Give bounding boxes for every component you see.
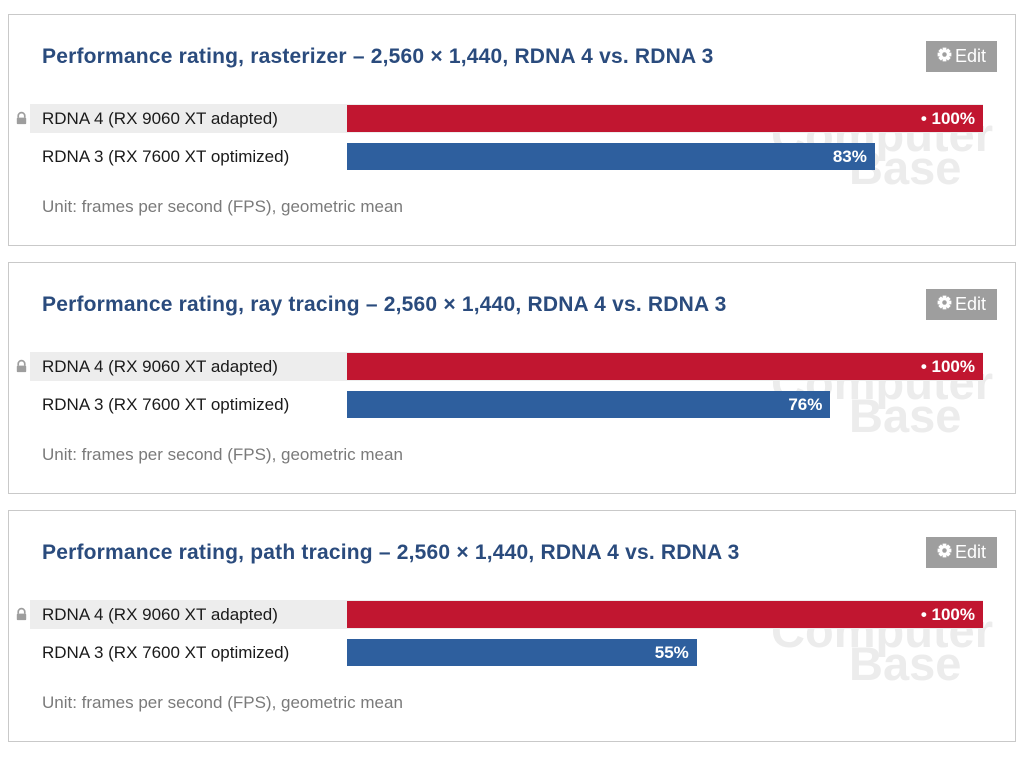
bar-area: 76% <box>347 390 983 419</box>
unit-note: Unit: frames per second (FPS), geometric… <box>42 197 403 216</box>
edit-button-label: Edit <box>954 294 986 314</box>
bar-rows: RDNA 4 (RX 9060 XT adapted) • 100% RDNA … <box>9 600 1015 667</box>
performance-bar: 83% <box>347 143 875 170</box>
row-body[interactable]: RDNA 3 (RX 7600 XT optimized) 76% <box>30 390 983 419</box>
bar-value-label: • 100% <box>920 356 975 376</box>
chart-panel-rasterizer: Performance rating, rasterizer – 2,560 ×… <box>8 14 1016 246</box>
bar-area: • 100% <box>347 600 983 629</box>
bar-rows: RDNA 4 (RX 9060 XT adapted) • 100% RDNA … <box>9 352 1015 419</box>
gear-icon <box>937 46 952 67</box>
performance-bar: • 100% <box>347 105 983 132</box>
performance-bar: 76% <box>347 391 831 418</box>
edit-button[interactable]: Edit <box>925 289 997 320</box>
bar-area: • 100% <box>347 104 983 133</box>
edit-button-label: Edit <box>954 542 986 562</box>
row-body[interactable]: RDNA 3 (RX 7600 XT optimized) 55% <box>30 638 983 667</box>
unit-note: Unit: frames per second (FPS), geometric… <box>42 693 403 712</box>
edit-button[interactable]: Edit <box>925 41 997 72</box>
bar-row: RDNA 3 (RX 7600 XT optimized) 55% <box>9 638 1015 667</box>
bar-area: 55% <box>347 638 983 667</box>
edit-button-label: Edit <box>954 46 986 66</box>
row-body[interactable]: RDNA 3 (RX 7600 XT optimized) 83% <box>30 142 983 171</box>
bar-row: RDNA 3 (RX 7600 XT optimized) 83% <box>9 142 1015 171</box>
bar-area: • 100% <box>347 352 983 381</box>
edit-button[interactable]: Edit <box>925 537 997 568</box>
lock-icon <box>9 111 30 126</box>
bar-area: 83% <box>347 142 983 171</box>
unit-note: Unit: frames per second (FPS), geometric… <box>42 445 403 464</box>
row-body[interactable]: RDNA 4 (RX 9060 XT adapted) • 100% <box>30 600 983 629</box>
panel-header: Performance rating, path tracing – 2,560… <box>42 537 997 568</box>
row-label[interactable]: RDNA 4 (RX 9060 XT adapted) <box>42 356 278 376</box>
chart-panel-ray-tracing: Performance rating, ray tracing – 2,560 … <box>8 262 1016 494</box>
bar-row: RDNA 4 (RX 9060 XT adapted) • 100% <box>9 352 1015 381</box>
bar-row: RDNA 4 (RX 9060 XT adapted) • 100% <box>9 600 1015 629</box>
row-label[interactable]: RDNA 3 (RX 7600 XT optimized) <box>42 146 290 166</box>
performance-bar: • 100% <box>347 353 983 380</box>
chart-title: Performance rating, rasterizer – 2,560 ×… <box>42 44 714 68</box>
lock-icon <box>9 359 30 374</box>
chart-title: Performance rating, ray tracing – 2,560 … <box>42 292 727 316</box>
bar-row: RDNA 4 (RX 9060 XT adapted) • 100% <box>9 104 1015 133</box>
bar-value-label: 55% <box>654 642 689 662</box>
row-body[interactable]: RDNA 4 (RX 9060 XT adapted) • 100% <box>30 104 983 133</box>
gear-icon <box>937 294 952 315</box>
panel-header: Performance rating, rasterizer – 2,560 ×… <box>42 41 997 72</box>
row-label[interactable]: RDNA 4 (RX 9060 XT adapted) <box>42 604 278 624</box>
bar-value-label: 76% <box>788 394 823 414</box>
bar-row: RDNA 3 (RX 7600 XT optimized) 76% <box>9 390 1015 419</box>
row-label[interactable]: RDNA 4 (RX 9060 XT adapted) <box>42 108 278 128</box>
row-body[interactable]: RDNA 4 (RX 9060 XT adapted) • 100% <box>30 352 983 381</box>
gear-icon <box>937 542 952 563</box>
chart-title: Performance rating, path tracing – 2,560… <box>42 540 740 564</box>
performance-bar: 55% <box>347 639 697 666</box>
lock-icon <box>9 607 30 622</box>
page: Performance rating, rasterizer – 2,560 ×… <box>8 14 1016 742</box>
panel-header: Performance rating, ray tracing – 2,560 … <box>42 289 997 320</box>
bar-value-label: • 100% <box>920 604 975 624</box>
performance-bar: • 100% <box>347 601 983 628</box>
row-label[interactable]: RDNA 3 (RX 7600 XT optimized) <box>42 394 290 414</box>
chart-panel-path-tracing: Performance rating, path tracing – 2,560… <box>8 510 1016 742</box>
bar-value-label: 83% <box>832 146 867 166</box>
bar-rows: RDNA 4 (RX 9060 XT adapted) • 100% RDNA … <box>9 104 1015 171</box>
bar-value-label: • 100% <box>920 108 975 128</box>
row-label[interactable]: RDNA 3 (RX 7600 XT optimized) <box>42 642 290 662</box>
